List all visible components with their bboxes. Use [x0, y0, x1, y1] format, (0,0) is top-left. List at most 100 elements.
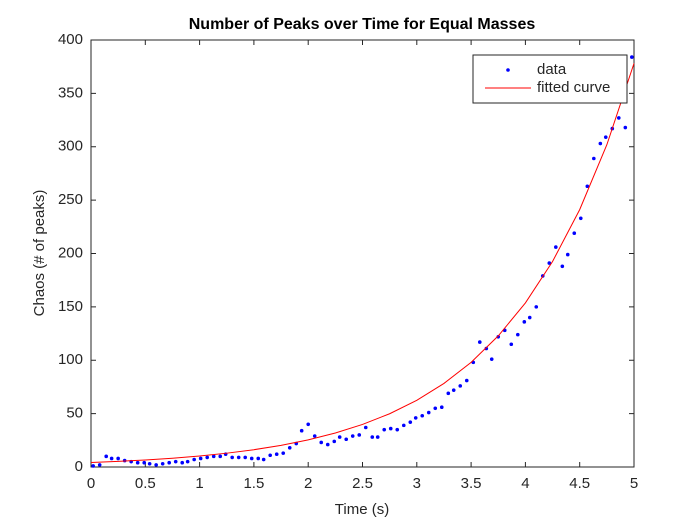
x-tick-label: 2.5: [352, 475, 373, 492]
data-point: [522, 320, 527, 324]
data-point: [312, 434, 317, 438]
data-point: [547, 261, 552, 265]
data-point: [515, 332, 520, 337]
data-point: [281, 451, 286, 455]
plot-area: [90, 39, 635, 468]
data-point: [464, 378, 469, 383]
data-point: [97, 463, 102, 467]
x-tick-label: 3.5: [461, 475, 482, 492]
data-point: [325, 442, 330, 447]
data-point: [439, 405, 444, 410]
data-point: [388, 426, 393, 431]
data-point: [534, 305, 539, 309]
legend-label: data: [537, 61, 567, 78]
data-point: [299, 428, 304, 433]
data-point: [630, 55, 634, 59]
data-point: [116, 456, 120, 461]
legend-marker: [506, 68, 510, 72]
data-point: [560, 264, 565, 269]
y-tick-label: 300: [58, 138, 83, 155]
x-tick-label: 4: [521, 475, 529, 492]
data-point: [509, 342, 514, 347]
data-point: [274, 452, 279, 456]
fitted-line: [90, 63, 635, 464]
data-point: [565, 252, 570, 257]
data-point: [198, 456, 203, 461]
data-point: [363, 425, 368, 430]
data-point: [370, 435, 375, 439]
data-point: [261, 457, 266, 462]
data-point: [451, 388, 456, 392]
data-point: [173, 459, 178, 464]
data-point: [395, 427, 400, 432]
data-point: [489, 357, 494, 361]
data-point: [211, 454, 216, 459]
data-point: [458, 384, 463, 388]
data-point: [572, 231, 577, 236]
x-tick-label: 1: [195, 475, 203, 492]
legend-box: [472, 54, 628, 104]
x-axis-label: Time (s): [335, 501, 389, 518]
data-point: [180, 460, 185, 465]
data-point: [603, 135, 608, 139]
data-point: [623, 125, 628, 130]
data-point: [142, 460, 147, 465]
data-point: [496, 334, 501, 339]
x-tick-label: 1.5: [243, 475, 264, 492]
data-point: [578, 216, 583, 221]
data-point: [527, 315, 532, 320]
legend-label: fitted curve: [537, 79, 610, 96]
y-tick-label: 0: [75, 458, 83, 475]
data-point: [616, 116, 621, 120]
data-point: [382, 427, 387, 432]
data-point: [154, 463, 158, 467]
y-tick-label: 200: [58, 244, 83, 261]
y-axis-label: Chaos (# of peaks): [31, 190, 48, 317]
data-point: [135, 460, 140, 465]
data-point: [413, 416, 418, 420]
data-point: [256, 456, 261, 461]
y-tick-label: 100: [58, 351, 83, 368]
data-point: [319, 440, 324, 445]
data-point: [446, 391, 451, 396]
data-point: [332, 439, 337, 444]
y-tick-label: 150: [58, 298, 83, 315]
data-point: [598, 141, 603, 146]
data-point: [167, 460, 171, 465]
data-point: [375, 435, 380, 439]
data-point: [147, 461, 152, 466]
data-point: [592, 156, 596, 161]
data-point: [287, 445, 292, 450]
data-point: [350, 434, 355, 438]
data-point: [243, 455, 248, 460]
data-point: [91, 464, 95, 468]
data-point: [420, 413, 425, 418]
data-point: [585, 184, 590, 189]
data-point: [218, 454, 223, 459]
x-tick-label: 2: [304, 475, 312, 492]
y-tick-label: 250: [58, 191, 83, 208]
chart-title: Number of Peaks over Time for Equal Mass…: [189, 16, 536, 33]
data-point: [554, 245, 558, 249]
data-point: [401, 423, 406, 428]
data-point: [205, 455, 210, 460]
x-tick-label: 0: [87, 475, 95, 492]
data-point: [306, 422, 311, 427]
data-point: [433, 406, 438, 411]
x-tick-label: 3: [413, 475, 421, 492]
data-point: [477, 340, 482, 344]
x-tick-label: 4.5: [569, 475, 590, 492]
y-tick-label: 400: [58, 31, 83, 48]
data-point: [268, 453, 272, 458]
data-point: [344, 437, 349, 442]
data-point: [192, 457, 196, 462]
data-point: [484, 346, 489, 351]
data-point: [230, 455, 234, 460]
data-point: [236, 455, 241, 460]
data-point: [104, 454, 109, 459]
data-point: [426, 410, 431, 415]
data-point: [408, 420, 413, 424]
data-point: [160, 461, 165, 466]
data-point: [109, 456, 114, 461]
